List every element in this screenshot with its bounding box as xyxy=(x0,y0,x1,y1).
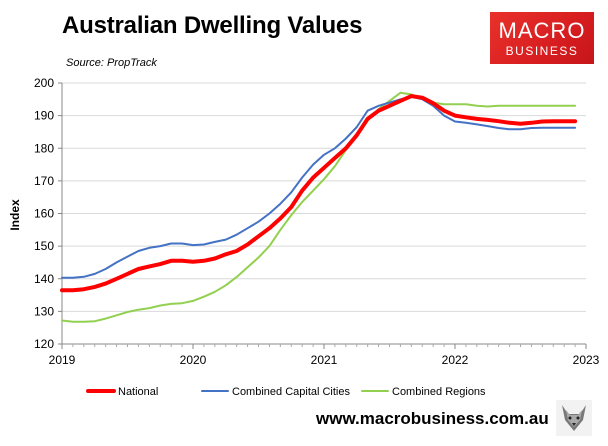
logo-text-top: MACRO xyxy=(498,18,586,43)
y-tick-label-190: 190 xyxy=(34,109,54,123)
legend-label-combined-capital-cities: Combined Capital Cities xyxy=(232,386,350,398)
x-tick-label-2020: 2020 xyxy=(180,353,207,367)
series-line-combined-regions xyxy=(61,91,577,323)
y-tick-label-140: 140 xyxy=(34,272,54,286)
y-tick-label-200: 200 xyxy=(34,76,54,90)
y-tick-label-130: 130 xyxy=(34,304,54,318)
footer-url[interactable]: www.macrobusiness.com.au xyxy=(316,409,549,428)
y-tick-label-150: 150 xyxy=(34,239,54,253)
x-tick-label-2022: 2022 xyxy=(442,353,469,367)
series-line-combined-capital-cities xyxy=(61,95,577,279)
macrobusiness-logo[interactable]: MACRO BUSINESS xyxy=(490,12,594,64)
logo-text-bottom: BUSINESS xyxy=(505,44,579,58)
legend-label-national: National xyxy=(118,386,158,398)
y-tick-label-170: 170 xyxy=(34,174,54,188)
grid-lines xyxy=(62,82,586,312)
y-axis-label: Index xyxy=(8,199,22,231)
legend-label-combined-regions: Combined Regions xyxy=(392,386,486,398)
x-tick-label-2019: 2019 xyxy=(49,353,76,367)
source-note: Source: PropTrack xyxy=(66,57,157,69)
y-tick-label-180: 180 xyxy=(34,141,54,155)
chart-title: Australian Dwelling Values xyxy=(62,12,363,39)
wolf-icon xyxy=(556,400,592,436)
series-lines xyxy=(60,91,578,323)
y-tick-label-120: 120 xyxy=(34,337,54,351)
legend: National Combined Capital Cities Combined … xyxy=(86,386,486,398)
axes: 120 130 140 150 160 170 180 190 200 2019 2020 2021 2… xyxy=(34,76,600,367)
series-line-national xyxy=(60,94,578,293)
x-tick-label-2023: 2023 xyxy=(573,353,600,367)
y-tick-label-160: 160 xyxy=(34,207,54,221)
x-tick-label-2021: 2021 xyxy=(311,353,338,367)
